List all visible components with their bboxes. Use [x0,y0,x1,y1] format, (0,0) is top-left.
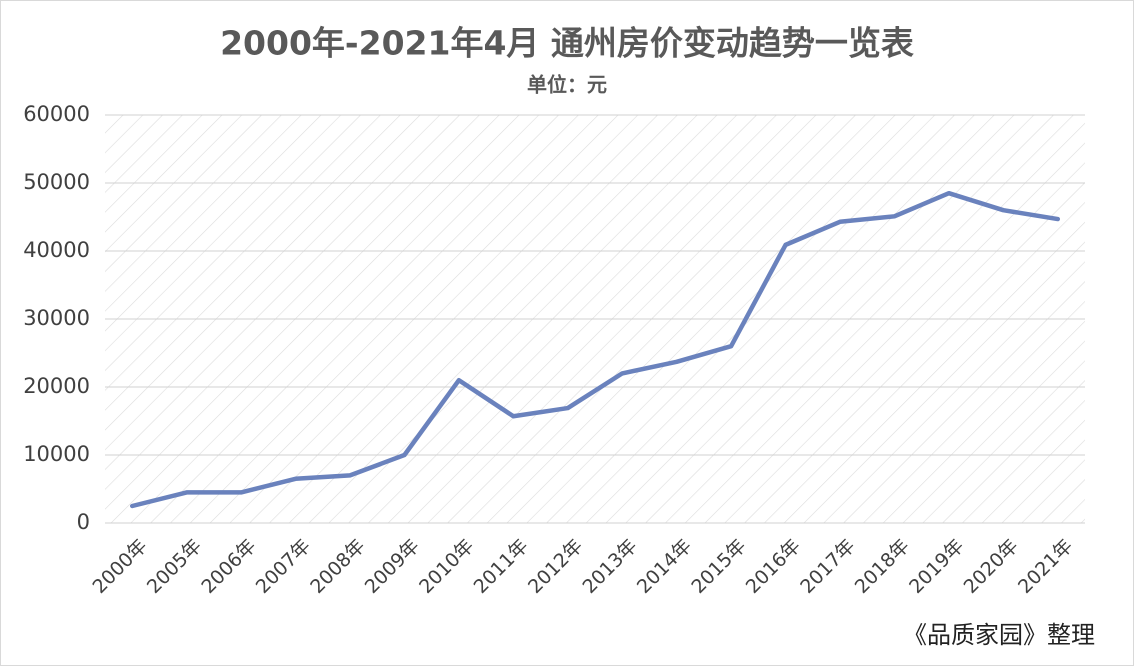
y-tick-label: 40000 [23,238,90,262]
source-note: 《品质家园》整理 [903,621,1095,649]
y-tick-label: 60000 [23,102,90,126]
y-tick-label: 50000 [23,170,90,194]
y-tick-label: 20000 [23,374,90,398]
y-tick-label: 30000 [23,306,90,330]
y-tick-label: 0 [77,510,90,534]
line-series [129,190,1061,509]
y-tick-label: 10000 [23,442,90,466]
chart-subtitle: 单位：元 [527,73,607,97]
chart-title: 2000年-2021年4月 通州房价变动趋势一览表 [220,24,914,63]
